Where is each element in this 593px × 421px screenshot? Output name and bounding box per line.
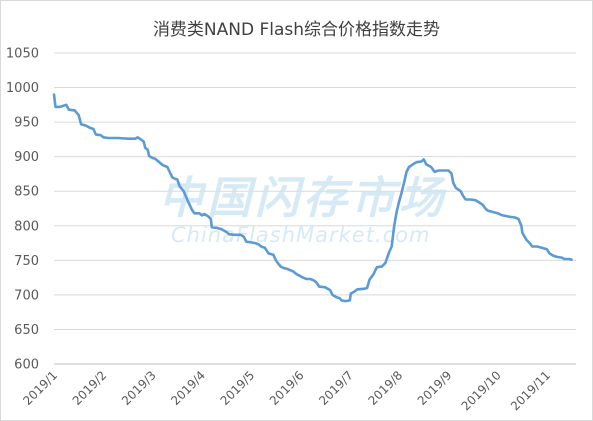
y-tick-label: 800 (14, 219, 39, 234)
x-axis-ticks: 2019/1 2019/2 2019/3 2019/4 2019/5 2019/6 2019… (20, 368, 553, 413)
y-tick-label: 700 (14, 288, 39, 303)
series-layer (52, 93, 573, 303)
y-axis-ticks: 600 650 700 750 800 850 900 950 1000 1050 (6, 47, 39, 373)
x-tick-label: 2019/5 (218, 368, 258, 408)
x-tick-label: 2019/4 (168, 368, 208, 408)
y-tick-label: 1000 (6, 81, 39, 96)
x-tick-label: 2019/1 (20, 368, 60, 408)
y-tick-label: 600 (14, 358, 39, 373)
series-line-0 (52, 93, 573, 303)
chart-title: 消费类NAND Flash综合价格指数走势 (152, 20, 441, 40)
y-tick-label: 900 (14, 150, 39, 165)
y-tick-label: 950 (14, 116, 39, 131)
x-tick-label: 2019/7 (316, 368, 356, 408)
x-tick-label: 2019/9 (415, 368, 455, 408)
grid-lines (54, 52, 576, 330)
x-tick-label: 2019/6 (267, 368, 307, 408)
y-tick-label: 750 (14, 254, 39, 269)
x-tick-label: 2019/8 (365, 368, 405, 408)
x-tick-label: 2019/11 (508, 368, 553, 413)
y-tick-label: 1050 (6, 47, 39, 62)
x-tick-label: 2019/2 (70, 368, 110, 408)
x-tick-label: 2019/10 (459, 368, 504, 413)
y-tick-label: 650 (14, 323, 39, 338)
x-tick-label: 2019/3 (119, 368, 159, 408)
y-tick-label: 850 (14, 185, 39, 200)
